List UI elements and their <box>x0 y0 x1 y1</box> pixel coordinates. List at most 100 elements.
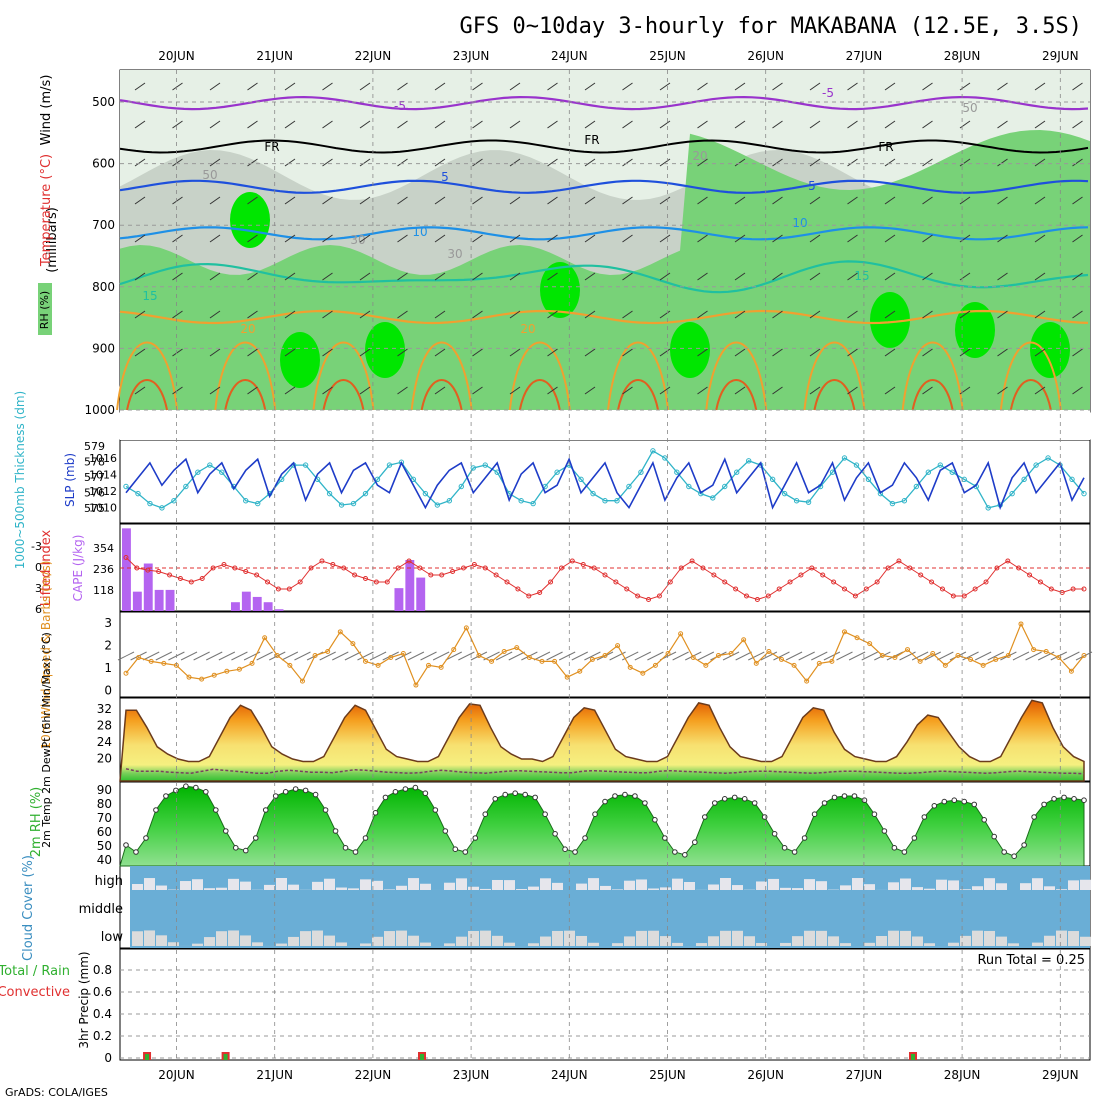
precip-legend-convective: Convective <box>0 985 70 1000</box>
isotherm-5 <box>119 179 1089 194</box>
wind-barb <box>172 196 183 205</box>
surface-wind-barb <box>206 651 223 661</box>
rh2m-point <box>292 786 299 792</box>
li-point <box>515 586 521 592</box>
li-point <box>384 579 390 585</box>
wind-barb <box>247 272 258 281</box>
li-point <box>537 590 543 595</box>
wind-barb <box>247 234 258 243</box>
wind-barb <box>134 386 146 395</box>
wind-barb <box>434 120 446 129</box>
cloud-bar-high <box>348 888 359 890</box>
rh2m-tick: 70 <box>97 811 112 825</box>
thickness-point <box>578 476 584 483</box>
wind-barb <box>472 234 483 243</box>
wind-barb <box>434 196 446 205</box>
cloud-bar-low <box>816 930 827 946</box>
wind-barb <box>884 386 896 395</box>
li-point <box>363 576 368 581</box>
rh2m-point <box>871 811 878 818</box>
wind-barb <box>209 310 221 319</box>
cloud-bar-high <box>840 885 851 890</box>
rh2m-point <box>392 789 399 795</box>
cloud-bar-high <box>552 882 563 890</box>
wind-barb <box>659 120 671 129</box>
cloud-bar-high <box>672 878 683 890</box>
cloud-axis-label: Cloud Cover (%) <box>21 855 36 961</box>
rh2m-point <box>672 849 678 855</box>
wind-barb <box>547 82 558 91</box>
li-point <box>591 565 597 571</box>
surface-wind-barb <box>974 651 992 661</box>
cloud-bar-high <box>240 881 251 890</box>
cloud-bar-high <box>528 886 539 890</box>
surface-wind-barb <box>533 651 551 661</box>
rh2m-point <box>1031 814 1037 820</box>
date-label-top: 29JUN <box>1042 49 1079 63</box>
wind-barb <box>1034 348 1046 357</box>
thickness-tick: 575 <box>84 502 105 515</box>
rh-bright-patch <box>955 302 995 358</box>
cloud-bar-low <box>228 930 239 946</box>
wind10-point <box>678 631 684 637</box>
thickness-point <box>1045 455 1051 461</box>
wind10-point <box>451 647 457 653</box>
wind10-point <box>325 649 331 655</box>
cloud-bar-low <box>804 930 815 946</box>
wind-barb <box>997 120 1008 129</box>
panel-frame-precip <box>119 948 1091 1061</box>
li-point <box>809 565 815 571</box>
li-line <box>125 557 1084 601</box>
date-label-bottom: 21JUN <box>256 1068 293 1082</box>
rh2m-point <box>1081 797 1087 804</box>
wind-barb <box>134 310 146 319</box>
wind10-point <box>917 658 923 664</box>
rh2m-point <box>841 793 848 799</box>
rh2m-point <box>133 849 139 855</box>
wind10-point <box>690 654 696 660</box>
date-label-bottom: 29JUN <box>1042 1068 1079 1082</box>
wind-barb <box>997 272 1008 281</box>
precip-legend-total: Total / Rain <box>0 964 70 979</box>
cloud-bar-low <box>252 942 263 946</box>
wind10-line <box>125 622 1085 687</box>
wind-barb <box>809 348 821 357</box>
wind-barb <box>397 348 408 357</box>
wind-barb <box>584 234 596 243</box>
wind10-point <box>1056 654 1062 660</box>
wind-barb <box>322 196 333 205</box>
contour-label: 5 <box>441 170 449 184</box>
date-label-top: 24JUN <box>551 49 588 63</box>
wind-barb <box>847 348 858 357</box>
rh2m-point <box>761 814 768 820</box>
isotherm-25-bump <box>911 379 954 411</box>
li-point <box>831 579 837 585</box>
cloud-bar-high <box>324 878 335 890</box>
cloud-bar-high <box>384 889 395 890</box>
li-point <box>1037 579 1043 585</box>
contour-label: 20 <box>520 322 535 336</box>
wind-barb <box>172 272 183 281</box>
thickness-point <box>949 469 955 475</box>
wind-barb <box>847 196 858 205</box>
rh2m-point <box>502 791 509 798</box>
cloud-bar-low <box>588 942 599 946</box>
wind-barb <box>997 310 1008 319</box>
rh2m-point <box>382 794 389 801</box>
cape-bar <box>274 609 284 611</box>
temp2m-tick: 32 <box>97 702 112 716</box>
rh2m-point <box>282 789 289 795</box>
rh2m-point <box>123 842 129 848</box>
li-point <box>972 586 978 592</box>
li-point <box>776 586 782 592</box>
rh2m-point <box>692 839 698 846</box>
wind10-point <box>262 635 268 641</box>
rh2m-point <box>1071 796 1077 802</box>
thickness-point <box>662 455 668 461</box>
wind10-point <box>375 662 381 668</box>
rh2m-point <box>921 814 928 820</box>
wind-barb <box>359 158 371 167</box>
wind10-point <box>489 658 495 664</box>
wind-barb <box>172 82 183 91</box>
